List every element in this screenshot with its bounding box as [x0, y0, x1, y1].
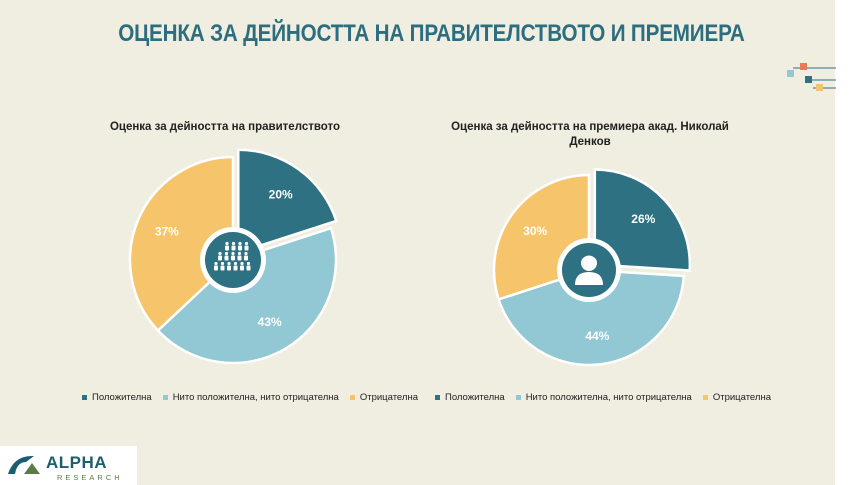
- legend-item-neutral: Нито положителна, нито отрицателна: [162, 392, 339, 403]
- chart-title-government: Оценка за дейността на правителството: [109, 121, 341, 133]
- legend-swatch-positive: [435, 395, 440, 400]
- legend-swatch-negative: [702, 395, 708, 400]
- data-label-positive: 20%: [269, 187, 293, 201]
- data-label-positive: 26%: [631, 212, 655, 226]
- pie-chart-premier: 26% 44% 30%: [492, 168, 692, 367]
- chart-title-premier: Оценка за дейността на премиера акад. Ни…: [451, 121, 729, 148]
- legend-item-negative: Отрицателна: [349, 392, 418, 403]
- legend-swatch-neutral: [162, 395, 168, 400]
- logo-subtitle: RESEARCH: [57, 473, 123, 482]
- legend-item-negative: Отрицателна: [702, 392, 771, 403]
- right-panel: [835, 0, 863, 485]
- group-icon: [214, 241, 251, 271]
- data-label-negative: 30%: [523, 224, 547, 238]
- logo-word: ALPHA: [46, 453, 108, 472]
- pie-slice-negative: [128, 155, 235, 333]
- decorative-lines-icon: [787, 63, 836, 91]
- pie-slice-positive: [237, 148, 338, 255]
- person-icon: [575, 254, 603, 285]
- pie-slice-neutral: [156, 226, 338, 365]
- legend-government: Положителна Нито положителна, нито отриц…: [82, 392, 429, 403]
- logo-mark-icon: [0, 446, 137, 485]
- legend-swatch-neutral: [515, 395, 521, 400]
- pie-slice-neutral: [497, 268, 686, 367]
- pie-slice-positive: [593, 168, 692, 272]
- legend-item-neutral: Нито положителна, нито отрицателна: [515, 392, 692, 403]
- legend-item-positive: Положителна: [82, 392, 152, 403]
- legend-swatch-positive: [82, 395, 87, 400]
- legend-swatch-negative: [349, 395, 355, 400]
- page-title: ОЦЕНКА ЗА ДЕЙНОСТТА НА ПРАВИТЕЛСТВОТО И …: [118, 20, 745, 47]
- data-label-negative: 37%: [155, 224, 179, 238]
- legend-item-positive: Положителна: [435, 392, 505, 403]
- data-label-neutral: 44%: [585, 329, 609, 343]
- pie-chart-government: 20% 43% 37%: [128, 148, 338, 365]
- data-label-neutral: 43%: [258, 315, 282, 329]
- legend-premier: Положителна Нито положителна, нито отриц…: [435, 392, 782, 403]
